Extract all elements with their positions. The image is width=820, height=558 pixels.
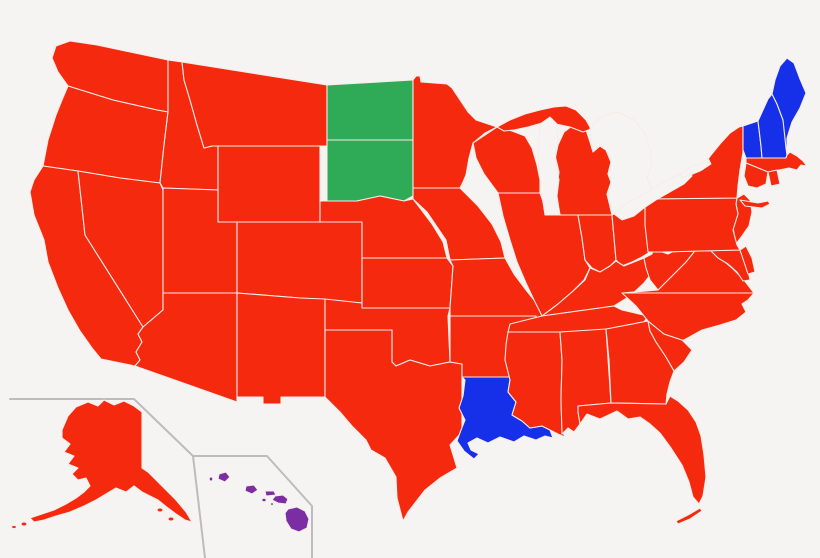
lake-erie (613, 169, 693, 221)
alaska-aleutian-island (10, 524, 18, 530)
alaska-panhandle-island (167, 516, 175, 522)
hawaii-inset (208, 471, 310, 533)
inset-dividers (9, 398, 313, 558)
state-texas (324, 329, 463, 522)
state-delaware (739, 245, 756, 275)
hawaii-island-niihau (208, 476, 214, 482)
state-pennsylvania (644, 197, 741, 253)
state-alaska (29, 399, 193, 523)
alaska-inset-divider (9, 398, 206, 558)
state-kentucky (541, 253, 661, 317)
state-wyoming (217, 145, 321, 223)
state-colorado (236, 221, 363, 304)
alaska-aleutian-island (20, 521, 28, 527)
state-south-dakota (326, 139, 414, 202)
hawaii-island-oahu (244, 484, 259, 495)
hawaii-island-big-island (284, 506, 310, 533)
state-maine (771, 57, 807, 156)
hawaii-island-kauai (217, 471, 231, 483)
state-kansas (361, 257, 454, 309)
state-minnesota (412, 75, 498, 189)
state-new-mexico (236, 292, 326, 405)
state-north-dakota (326, 79, 414, 141)
state-new-york-long-island (739, 199, 771, 209)
state-north-carolina (621, 292, 755, 341)
state-nebraska (319, 195, 448, 259)
hawaii-island-lanai (261, 497, 267, 503)
hawaii-inset-divider (192, 455, 313, 558)
alaska-inset (10, 399, 193, 530)
great-lakes (537, 111, 712, 221)
hawaii-island-maui (271, 494, 289, 505)
mainland-states (29, 40, 808, 525)
lake-ontario (679, 157, 712, 179)
alaska-panhandle-island (156, 507, 164, 513)
state-florida-keys (675, 507, 703, 525)
state-rhode-island (767, 169, 781, 187)
state-alabama (559, 328, 612, 435)
state-wisconsin (472, 126, 541, 194)
state-montana (181, 61, 328, 149)
lake-michigan (537, 116, 561, 216)
hawaii-island-molokai (264, 490, 277, 497)
state-florida (577, 395, 707, 505)
hawaii-island-kahoolawe (269, 502, 275, 506)
